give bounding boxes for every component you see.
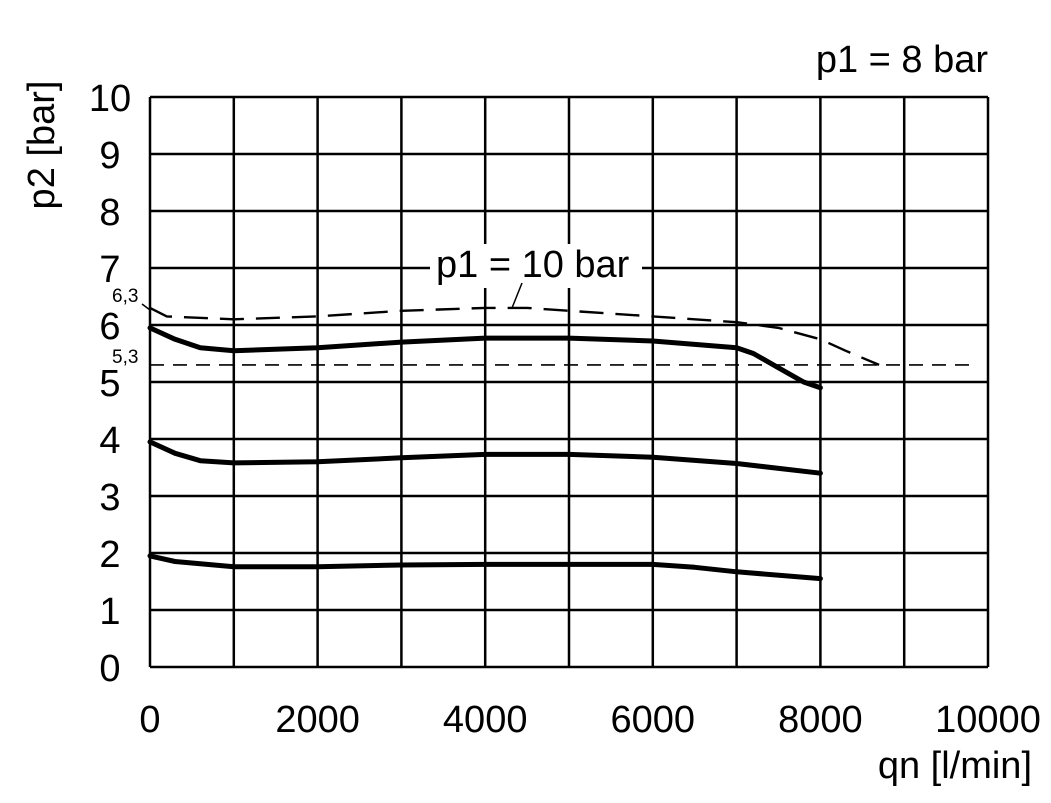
x-tick-label: 0	[139, 699, 160, 741]
annotation-ref-upper: 6,3	[112, 286, 138, 307]
y-tick-label: 8	[99, 192, 120, 234]
series-line-2	[147, 439, 823, 476]
x-axis-title: qn [l/min]	[878, 745, 1032, 787]
y-tick-label: 7	[99, 249, 120, 291]
y-tick-label: 2	[99, 534, 120, 576]
series-line-3	[147, 553, 823, 582]
x-tick-label: 2000	[275, 699, 360, 741]
y-tick-label: 0	[99, 648, 120, 690]
x-tick-label: 4000	[443, 699, 528, 741]
annotation-p1-main: p1 = 8 bar	[816, 39, 989, 81]
y-tick-label: 6	[99, 306, 120, 348]
x-tick-label: 10000	[935, 699, 1041, 741]
tick-labels: 0 1 2 3 4 5 6 7 8 9 10 0 2000 4000 6000 8000 10000	[89, 78, 1041, 741]
y-axis-title: p2 [bar]	[21, 81, 63, 210]
series-line-4	[149, 306, 880, 367]
annotation-ref-lower: 5,3	[112, 347, 138, 368]
annotation-ref-upper-leader	[141, 303, 151, 311]
y-tick-label: 10	[89, 78, 131, 120]
y-tick-label: 4	[99, 420, 120, 462]
y-tick-label: 1	[99, 591, 120, 633]
annotation-p1-dashed: p1 = 10 bar	[436, 244, 630, 286]
chart-grid	[148, 95, 990, 669]
y-tick-label: 9	[99, 135, 120, 177]
annotation-p1-dashed-leader	[511, 282, 523, 309]
x-tick-label: 8000	[778, 699, 863, 741]
y-tick-label: 3	[99, 477, 120, 519]
series-group	[147, 306, 880, 582]
y-tick-label: 5	[99, 363, 120, 405]
annotation-p1-dashed-backdrop	[430, 244, 642, 288]
series-line-1	[147, 325, 823, 391]
x-tick-label: 6000	[611, 699, 696, 741]
